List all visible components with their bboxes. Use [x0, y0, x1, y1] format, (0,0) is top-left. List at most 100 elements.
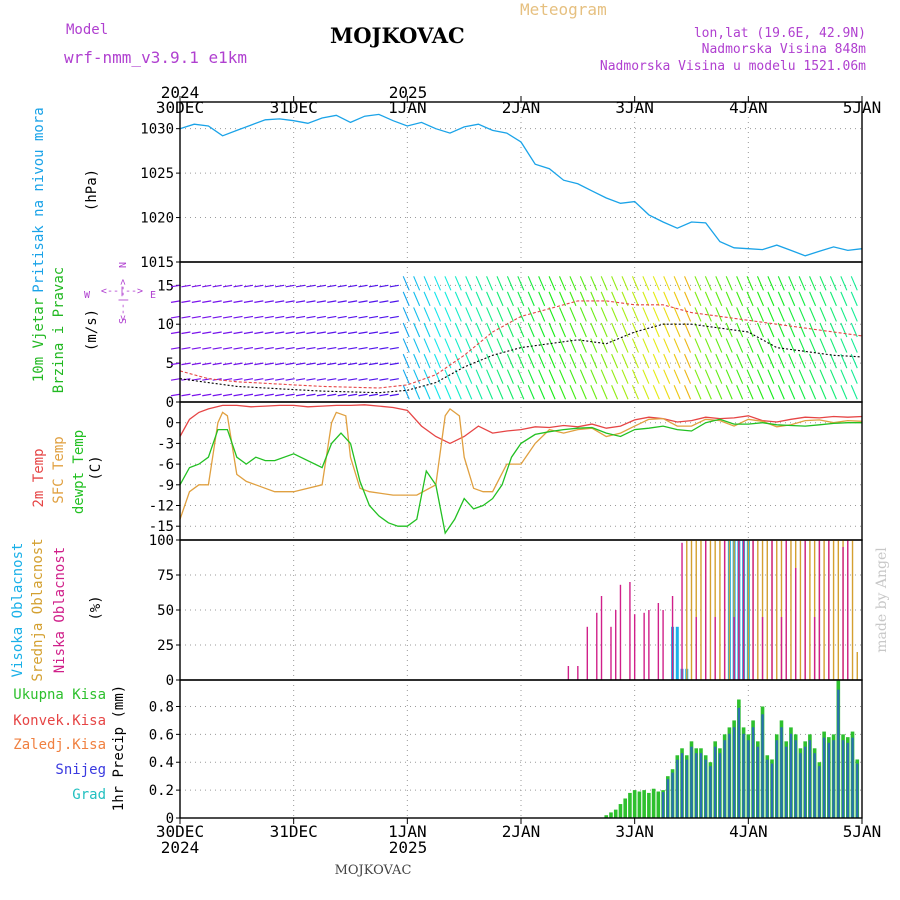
wind-barb: [819, 307, 827, 322]
wind-barb: [316, 284, 326, 288]
y-tick-label: -15: [149, 519, 174, 535]
wind-barb: [379, 300, 389, 303]
wind-barb: [475, 353, 483, 369]
wind-barb: [621, 369, 629, 384]
wind-barb: [652, 369, 660, 384]
cloud-low-bar: [794, 568, 797, 680]
wind-barb: [850, 307, 858, 322]
wind-barb: [423, 369, 431, 384]
wind-barb: [413, 369, 421, 384]
wind-barb: [233, 300, 243, 303]
wind-barb: [704, 353, 712, 369]
wind-barb: [652, 353, 660, 369]
wind-barb: [600, 369, 608, 384]
wind-barb: [767, 291, 775, 307]
cloud-mid-bar: [813, 540, 816, 680]
wind-barb: [548, 307, 556, 322]
wind-barb: [746, 353, 754, 369]
wind-barb: [222, 393, 233, 397]
cloud-mid-bar: [728, 540, 731, 680]
cloud-high-bar: [675, 626, 679, 680]
cloud-low-bar: [742, 540, 745, 680]
wind-barb: [600, 291, 608, 307]
wind-barb: [433, 385, 441, 400]
wind-barb: [579, 369, 587, 384]
top-year-2025: 2025: [389, 83, 428, 102]
wind-barb: [191, 393, 201, 397]
y-tick-label: 0.2: [149, 783, 174, 799]
wind-barb: [316, 300, 326, 303]
y-tick-label: 75: [157, 568, 174, 584]
wind-barb: [444, 276, 452, 291]
wind-barb: [736, 322, 744, 338]
wind-barb: [569, 369, 577, 384]
wind-barb: [389, 315, 399, 319]
bottom-day-label: 30DEC: [156, 822, 204, 841]
wind-barb: [756, 307, 764, 322]
wind-barb: [379, 362, 389, 366]
footer-station: MOJKOVAC: [335, 863, 412, 878]
rain-total-bar: [618, 804, 623, 818]
temp-unit: (C): [88, 455, 104, 480]
wind-barb: [389, 378, 399, 381]
cloud-low-bar: [804, 540, 806, 680]
wind-barb: [454, 307, 462, 322]
wind-barb: [285, 300, 295, 303]
bottom-day-label: 31DEC: [270, 822, 318, 841]
precip-legend: Ukupna Kisa Konvek.Kisa Zaledj.Kisa Snij…: [13, 685, 127, 811]
wind-barb: [590, 307, 598, 322]
wind-barb: [590, 385, 598, 400]
rain-overlay-bar: [818, 766, 821, 818]
wind-barb: [358, 315, 368, 319]
wind-barb: [611, 338, 619, 353]
cloud-low-bar: [780, 617, 783, 680]
rain-overlay-bar: [728, 733, 731, 818]
wind-barb: [652, 322, 660, 338]
wind-barb: [368, 346, 379, 350]
rain-overlay-bar: [789, 733, 793, 818]
wind-barb: [402, 353, 410, 369]
cloud-low-bar: [567, 666, 570, 680]
wind-barb: [746, 322, 754, 338]
wind-barb: [306, 393, 316, 397]
wind-barb: [788, 338, 796, 353]
wind-barb: [652, 291, 660, 307]
wind-barb: [413, 322, 421, 338]
wind-barb: [631, 338, 639, 353]
wind-barb: [517, 291, 525, 307]
cloud-mid-bar: [700, 540, 702, 680]
cloud-mid-bar: [761, 540, 764, 680]
wind-barb: [170, 362, 181, 366]
wind-barb: [767, 338, 775, 353]
wind-barb: [306, 362, 316, 366]
rain-overlay-bar: [709, 766, 712, 818]
wind-barb: [673, 338, 681, 353]
cloud-mid-bar: [823, 540, 825, 680]
rain-overlay-bar: [661, 792, 665, 818]
wind-barb: [465, 276, 473, 291]
cloud-low-bar: [671, 596, 674, 680]
cloud-low-bar: [738, 540, 740, 680]
wind-barb: [527, 385, 535, 400]
temp-dewpt-line: [179, 418, 862, 535]
wind-barb: [642, 307, 650, 322]
cloud-low-bar: [615, 610, 617, 680]
wind-barb: [579, 276, 587, 291]
wind-barb: [358, 362, 368, 366]
wind-barb: [809, 322, 817, 338]
wind-barb: [652, 307, 660, 322]
wind-barb: [631, 322, 639, 338]
wind-barb: [798, 385, 806, 400]
wind-barb: [840, 322, 848, 338]
wind-barb: [600, 385, 608, 400]
wind-barb: [181, 393, 191, 397]
wind-barb: [264, 284, 274, 288]
rain-overlay-bar: [803, 746, 807, 818]
wind-barb: [358, 393, 368, 397]
wind-barb: [506, 385, 514, 400]
wind-barb: [254, 315, 264, 319]
wind-barb: [684, 385, 692, 400]
wind-barb: [264, 378, 274, 381]
wind-barb: [715, 276, 723, 291]
